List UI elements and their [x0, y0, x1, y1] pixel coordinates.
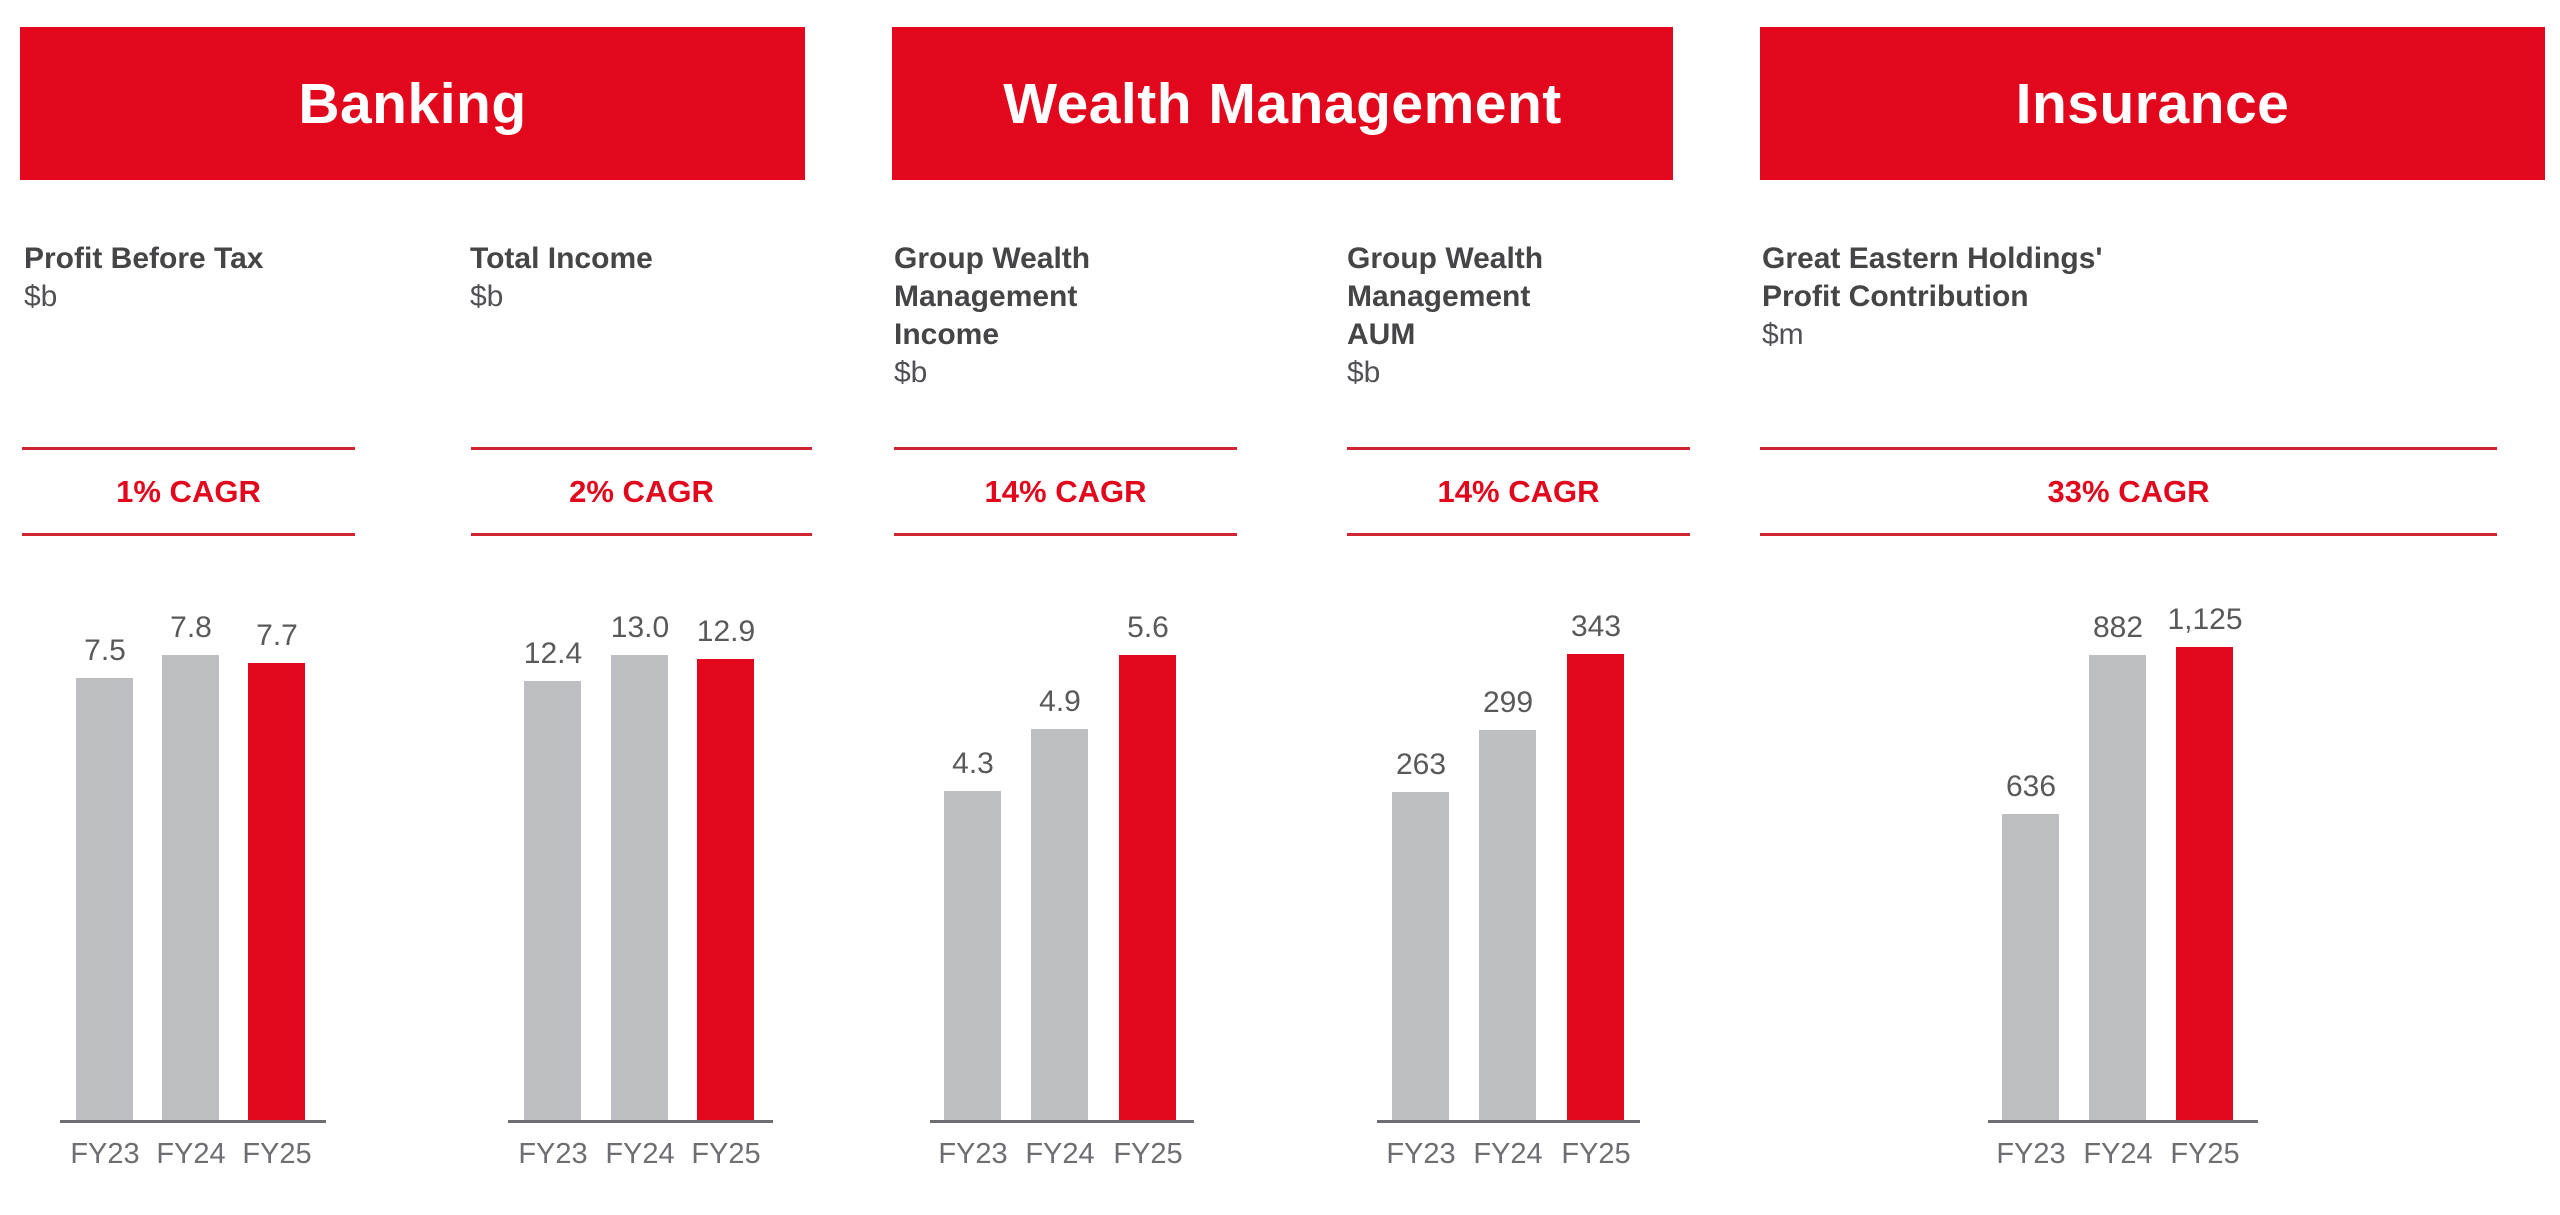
- chart-1-value-label-fy23: 12.4: [523, 637, 583, 670]
- chart-1-value-label-fy25: 12.9: [696, 615, 756, 648]
- chart-4-title-line: Profit Contribution: [1762, 280, 2029, 313]
- chart-0-title: Profit Before Tax $b: [24, 240, 264, 316]
- chart-4-value-label-fy24: 882: [2092, 611, 2144, 644]
- chart-1-bar-fy25: [697, 659, 754, 1120]
- chart-3-value-label-fy24: 299: [1482, 686, 1534, 719]
- chart-0-category-label-fy25: FY25: [242, 1138, 312, 1170]
- chart-3-title-line: AUM: [1347, 318, 1416, 351]
- section-header-banking: Banking: [20, 27, 805, 180]
- chart-0-unit-label: $b: [24, 280, 58, 313]
- chart-1-title: Total Income $b: [470, 240, 653, 316]
- chart-1-category-label-fy23: FY23: [518, 1138, 588, 1170]
- chart-2-value-label-fy24: 4.9: [1039, 685, 1081, 718]
- chart-2-title-line: Group Wealth: [894, 242, 1091, 275]
- chart-3-value-label-fy23: 263: [1395, 748, 1447, 781]
- chart-2-title-line: Income: [894, 318, 1000, 351]
- chart-1-unit-label: $b: [470, 280, 504, 313]
- chart-2-cagr-label: 14% CAGR: [984, 473, 1147, 509]
- chart-0-category-label-fy24: FY24: [156, 1138, 226, 1170]
- chart-4-value-label-fy25: 1,125: [2167, 603, 2243, 636]
- chart-1-bar-fy23: [524, 681, 581, 1120]
- chart-1-title-line: Total Income: [470, 242, 653, 275]
- chart-3-bar-fy25: [1567, 654, 1624, 1120]
- chart-0-bar-fy23: [76, 678, 133, 1120]
- section-header-insurance: Insurance: [1760, 27, 2545, 180]
- chart-0-x-axis: [60, 1120, 326, 1123]
- chart-4-cagr-block: 33% CAGR: [1760, 447, 2497, 536]
- section-header-insurance-label: Insurance: [2015, 71, 2290, 136]
- chart-4-category-label-fy24: FY24: [2083, 1138, 2153, 1170]
- chart-3-cagr-label: 14% CAGR: [1437, 473, 1600, 509]
- chart-3-value-label-fy25: 343: [1570, 610, 1622, 643]
- chart-0-category-label-fy23: FY23: [70, 1138, 140, 1170]
- section-header-wealth-management-label: Wealth Management: [1003, 71, 1562, 136]
- chart-0-value-label-fy23: 7.5: [84, 634, 126, 667]
- chart-3-x-axis: [1377, 1120, 1640, 1123]
- chart-4-title: Great Eastern Holdings' Profit Contributi…: [1762, 240, 2103, 354]
- chart-2-x-axis: [930, 1120, 1194, 1123]
- chart-1-category-label-fy24: FY24: [605, 1138, 675, 1170]
- chart-1-bar-fy24: [611, 655, 668, 1120]
- chart-4-title-line: Great Eastern Holdings': [1762, 242, 2103, 275]
- chart-2-category-label-fy24: FY24: [1025, 1138, 1095, 1170]
- chart-2-bar-fy23: [944, 791, 1001, 1120]
- chart-2-value-label-fy23: 4.3: [952, 747, 994, 780]
- chart-3-bar-fy24: [1479, 730, 1536, 1120]
- chart-2-value-label-fy25: 5.6: [1127, 611, 1169, 644]
- chart-2-title-line: Management: [894, 280, 1078, 313]
- chart-0-cagr-block: 1% CAGR: [22, 447, 355, 536]
- chart-1-value-label-fy24: 13.0: [610, 611, 670, 644]
- section-header-banking-label: Banking: [298, 71, 527, 136]
- chart-4-bar-fy24: [2089, 655, 2146, 1120]
- chart-1-cagr-block: 2% CAGR: [471, 447, 812, 536]
- chart-3-unit-label: $b: [1347, 356, 1381, 389]
- chart-3-category-label-fy23: FY23: [1386, 1138, 1456, 1170]
- chart-2-category-label-fy25: FY25: [1113, 1138, 1183, 1170]
- chart-4-cagr-label: 33% CAGR: [2047, 473, 2210, 509]
- chart-1-category-label-fy25: FY25: [691, 1138, 761, 1170]
- chart-3-title: Group Wealth Management AUM $b: [1347, 240, 1543, 392]
- chart-3-title-line: Management: [1347, 280, 1531, 313]
- chart-0-bar-fy25: [248, 663, 305, 1120]
- chart-2-unit-label: $b: [894, 356, 928, 389]
- chart-4-bar-fy25: [2176, 647, 2233, 1120]
- chart-0-value-label-fy24: 7.8: [170, 611, 212, 644]
- chart-4-category-label-fy25: FY25: [2170, 1138, 2240, 1170]
- chart-3-category-label-fy25: FY25: [1561, 1138, 1631, 1170]
- chart-0-title-line: Profit Before Tax: [24, 242, 264, 275]
- chart-2-bar-fy24: [1031, 729, 1088, 1120]
- chart-4-value-label-fy23: 636: [2005, 770, 2057, 803]
- chart-4-unit-label: $m: [1762, 318, 1804, 351]
- chart-0-bar-fy24: [162, 655, 219, 1120]
- chart-4-category-label-fy23: FY23: [1996, 1138, 2066, 1170]
- chart-2-cagr-block: 14% CAGR: [894, 447, 1237, 536]
- chart-2-title: Group Wealth Management Income $b: [894, 240, 1090, 392]
- chart-2-bar-fy25: [1119, 655, 1176, 1120]
- chart-0-value-label-fy25: 7.7: [256, 619, 298, 652]
- chart-1-cagr-label: 2% CAGR: [569, 473, 714, 509]
- chart-4-x-axis: [1988, 1120, 2258, 1123]
- chart-3-category-label-fy24: FY24: [1473, 1138, 1543, 1170]
- chart-2-category-label-fy23: FY23: [938, 1138, 1008, 1170]
- chart-3-bar-fy23: [1392, 792, 1449, 1120]
- chart-1-x-axis: [508, 1120, 773, 1123]
- chart-3-cagr-block: 14% CAGR: [1347, 447, 1690, 536]
- section-header-wealth-management: Wealth Management: [892, 27, 1673, 180]
- chart-3-title-line: Group Wealth: [1347, 242, 1544, 275]
- chart-4-bar-fy23: [2002, 814, 2059, 1120]
- chart-0-cagr-label: 1% CAGR: [116, 473, 261, 509]
